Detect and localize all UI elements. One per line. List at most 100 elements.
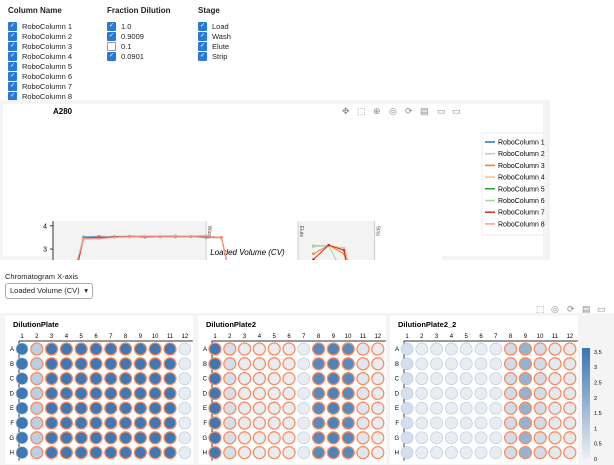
plate-well[interactable] <box>252 371 267 386</box>
filter-checkbox[interactable]: ✓ RoboColumn 6 <box>8 71 72 81</box>
plate-well[interactable] <box>503 431 518 445</box>
plate-well[interactable] <box>59 445 74 460</box>
plate-well[interactable] <box>356 357 370 371</box>
plate-well[interactable] <box>178 431 192 445</box>
plate-well[interactable] <box>548 431 562 445</box>
plate-well[interactable] <box>163 416 177 430</box>
checkbox-icon[interactable]: ✓ <box>8 71 17 81</box>
plate-well[interactable] <box>518 445 533 460</box>
plate-well[interactable] <box>89 416 103 430</box>
plate-well[interactable] <box>548 342 562 356</box>
plate-well[interactable] <box>503 342 518 356</box>
plate-well[interactable] <box>89 357 103 371</box>
plate-well[interactable] <box>208 342 222 356</box>
plate-well[interactable] <box>252 386 267 401</box>
plate-well[interactable] <box>89 342 103 356</box>
plate-well[interactable] <box>430 342 443 356</box>
plate-well[interactable] <box>208 416 222 430</box>
plate-well[interactable] <box>252 431 267 445</box>
legend-item[interactable]: RoboColumn 3 <box>498 163 545 170</box>
plate-well[interactable] <box>178 357 192 371</box>
plate-well[interactable] <box>326 386 341 401</box>
plate-well[interactable] <box>518 431 533 445</box>
data-point[interactable] <box>189 234 193 238</box>
plate-well[interactable] <box>445 342 458 356</box>
plate-well[interactable] <box>371 445 385 460</box>
plate-well[interactable] <box>563 371 577 386</box>
plate-well[interactable] <box>297 416 311 430</box>
plate-well[interactable] <box>148 401 162 415</box>
checkbox-icon[interactable] <box>107 41 116 51</box>
reset-icon[interactable]: ⟳ <box>405 106 413 116</box>
plate-well[interactable] <box>533 342 547 356</box>
legend-item[interactable]: RoboColumn 1 <box>498 140 545 147</box>
plate-well[interactable] <box>148 445 162 460</box>
plate-well[interactable] <box>518 416 533 430</box>
plate-well[interactable] <box>118 371 133 386</box>
data-point[interactable] <box>327 243 330 247</box>
data-point[interactable] <box>342 246 346 250</box>
checkbox-icon[interactable]: ✓ <box>8 31 17 41</box>
filter-checkbox[interactable]: ✓ Wash <box>198 31 231 41</box>
plate-well[interactable] <box>356 401 370 415</box>
plate-well[interactable] <box>163 342 177 356</box>
plate-well[interactable] <box>371 416 385 430</box>
plate-well[interactable] <box>118 445 133 460</box>
plate-well[interactable] <box>44 357 59 371</box>
plate-well[interactable] <box>133 401 148 415</box>
plate-well[interactable] <box>341 416 355 430</box>
plate-well[interactable] <box>59 401 74 415</box>
plate-well[interactable] <box>445 372 458 385</box>
plate-well[interactable] <box>282 431 296 445</box>
plate-well[interactable] <box>223 445 237 460</box>
plate-well[interactable] <box>208 386 222 401</box>
plate-well[interactable] <box>59 371 74 386</box>
filter-checkbox[interactable]: 0.1 <box>107 41 171 51</box>
plate-well[interactable] <box>208 371 222 386</box>
hover-tool-2-icon[interactable]: ▭ <box>452 106 461 116</box>
plate-well[interactable] <box>148 386 162 401</box>
plate-well[interactable] <box>563 431 577 445</box>
plate-well[interactable] <box>548 445 562 460</box>
plate-well[interactable] <box>223 431 237 445</box>
plate-well[interactable] <box>311 371 326 386</box>
plate-well[interactable] <box>30 431 44 445</box>
plate-well[interactable] <box>237 386 252 401</box>
plate-well[interactable] <box>311 357 326 371</box>
plate-well[interactable] <box>133 431 148 445</box>
plate-well[interactable] <box>178 342 192 356</box>
plate-well[interactable] <box>371 386 385 401</box>
plate-well[interactable] <box>415 387 429 400</box>
plate-well[interactable] <box>415 431 429 445</box>
plate-well[interactable] <box>267 371 281 386</box>
data-point[interactable] <box>97 237 101 240</box>
plate-well[interactable] <box>30 401 44 415</box>
plate-well[interactable] <box>400 357 414 371</box>
plate-well[interactable] <box>178 372 192 385</box>
plate-well[interactable] <box>503 386 518 401</box>
plate-well[interactable] <box>341 342 355 356</box>
legend-item[interactable]: RoboColumn 7 <box>498 210 545 217</box>
plate-well[interactable] <box>489 342 503 356</box>
plate-well[interactable] <box>15 416 29 430</box>
data-point[interactable] <box>82 237 85 240</box>
plate-well[interactable] <box>533 445 547 460</box>
plate-well[interactable] <box>415 416 429 430</box>
plate-well[interactable] <box>44 401 59 415</box>
plate-well[interactable] <box>326 401 341 415</box>
plate-well[interactable] <box>341 445 355 460</box>
plate-well[interactable] <box>297 401 311 415</box>
pan-tool-icon[interactable]: ✥ <box>342 106 350 116</box>
plate-well[interactable] <box>356 386 370 401</box>
plate-well[interactable] <box>237 342 252 356</box>
plate-well[interactable] <box>371 342 385 356</box>
plate-well[interactable] <box>503 416 518 430</box>
plate-well[interactable] <box>15 446 29 459</box>
plate-well[interactable] <box>341 357 355 371</box>
plate-well[interactable] <box>563 386 577 401</box>
plate-well[interactable] <box>311 401 326 415</box>
plate-well[interactable] <box>44 342 59 356</box>
plate-well[interactable] <box>178 401 192 415</box>
plate-well[interactable] <box>252 401 267 415</box>
plate-well[interactable] <box>415 342 429 356</box>
